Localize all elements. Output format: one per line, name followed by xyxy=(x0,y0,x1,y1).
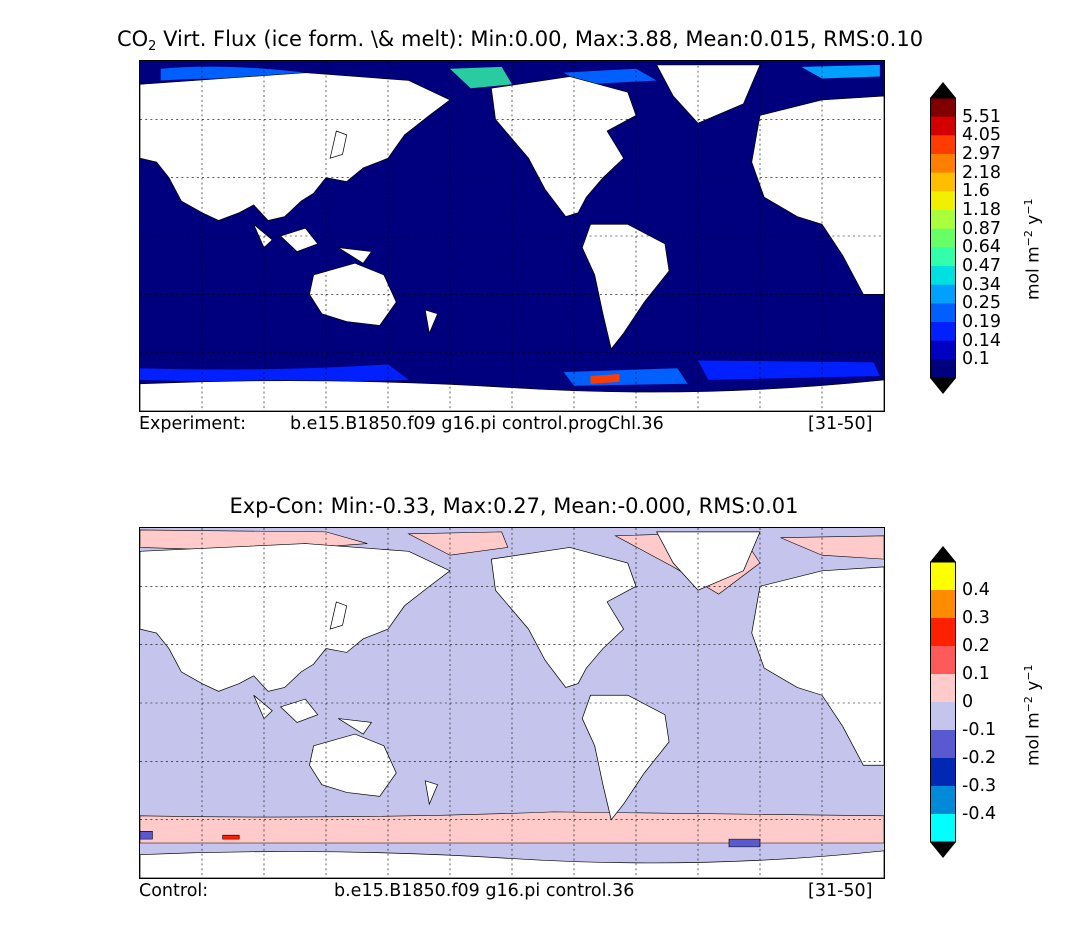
colorbar-segment xyxy=(930,228,956,248)
colorbar-segment xyxy=(930,135,956,155)
colorbar-segment xyxy=(930,322,956,342)
colorbar-tick-label: 0.19 xyxy=(962,312,1001,332)
greenland xyxy=(656,64,761,124)
colorbar-segment xyxy=(930,154,956,174)
colorbar-tick-label: 5.51 xyxy=(962,106,1001,127)
colorbar-segment xyxy=(930,562,956,591)
colorbar-extend-min xyxy=(930,842,956,858)
colorbar-segment xyxy=(930,618,956,647)
colorbar-segment xyxy=(930,646,956,675)
colorbar-tick-label: 0.14 xyxy=(962,330,1001,351)
africa-europe xyxy=(751,95,884,295)
bottom-footer-label: Control: xyxy=(139,881,209,901)
japan xyxy=(329,130,348,159)
eurasia xyxy=(140,72,451,221)
colorbar-tick-label: 1.6 xyxy=(962,181,990,202)
bottom-footer-case: b.e15.B1850.f09 g16.pi control.36 xyxy=(334,881,635,901)
colorbar-extend-max xyxy=(930,546,956,562)
north-america xyxy=(490,547,637,688)
colorbar-segment xyxy=(930,247,956,267)
japan xyxy=(329,601,348,630)
new-guinea xyxy=(338,247,373,264)
top-map xyxy=(139,60,885,412)
colorbar-tick-label: 0.4 xyxy=(962,580,990,600)
colorbar-tick-label: 4.05 xyxy=(962,125,1001,146)
colorbar-segment xyxy=(930,674,956,703)
colorbar-tick-label: -0.1 xyxy=(962,720,997,740)
colorbar-outline xyxy=(930,561,956,843)
bottom-colorbar-unit: mol m−2 y−1 xyxy=(1022,664,1044,766)
colorbar-tick-label: 0.25 xyxy=(962,293,1001,314)
colorbar-segment xyxy=(930,303,956,323)
colorbar-segment xyxy=(930,191,956,211)
colorbar-segment xyxy=(930,590,956,619)
colorbar-segment xyxy=(930,116,956,136)
colorbar-segment xyxy=(930,340,956,360)
colorbar-segment xyxy=(930,359,956,379)
new-zealand xyxy=(424,780,439,806)
colorbar-tick-label: 2.97 xyxy=(962,144,1001,164)
colorbar-tick-label: 1.18 xyxy=(962,200,1001,220)
colorbar-segment xyxy=(930,284,956,304)
colorbar-tick-label: 0.1 xyxy=(962,664,990,684)
colorbar-tick-label: 0.64 xyxy=(962,237,1001,258)
bottom-map-title: Exp-Con: Min:-0.33, Max:0.27, Mean:-0.00… xyxy=(229,494,799,518)
continents xyxy=(140,531,884,878)
antarctic-shelf-highlight xyxy=(140,360,880,386)
top-footer-case: b.e15.B1850.f09 g16.pi control.progChl.3… xyxy=(290,414,664,434)
colorbar-tick-label: 0.87 xyxy=(962,218,1001,239)
new-guinea xyxy=(338,718,373,735)
colorbar-tick-label: 0 xyxy=(962,692,974,712)
graticule xyxy=(140,528,884,878)
colorbar-tick-label: 0.2 xyxy=(962,636,990,656)
colorbar-tick-label: -0.4 xyxy=(962,804,997,824)
colorbar-segment xyxy=(930,702,956,731)
colorbar-outline xyxy=(930,97,956,379)
colorbar-extend-max xyxy=(930,82,956,98)
colorbar-segment xyxy=(930,786,956,815)
south-america xyxy=(581,223,670,350)
colorbar-segment xyxy=(930,730,956,759)
colorbar-segment xyxy=(930,98,956,118)
bottom-colorbar xyxy=(930,546,956,858)
top_panel-colorbar-svg xyxy=(930,82,956,394)
new-zealand xyxy=(424,309,439,335)
top-colorbar xyxy=(930,82,956,394)
colorbar-tick-label: 0.3 xyxy=(962,608,990,628)
colorbar-segment xyxy=(930,758,956,787)
colorbar-tick-label: -0.2 xyxy=(962,748,997,768)
colorbar-tick-label: 0.47 xyxy=(962,256,1001,276)
top-footer-label: Experiment: xyxy=(139,414,247,434)
colorbar-tick-label: -0.3 xyxy=(962,776,997,796)
greenland xyxy=(656,531,761,591)
colorbar-segment xyxy=(930,814,956,843)
eurasia xyxy=(140,543,451,692)
bottom-footer-years: [31-50] xyxy=(808,881,873,901)
top-map-title: CO2 Virt. Flux (ice form. \& melt): Min:… xyxy=(116,27,924,54)
bottom_panel-colorbar-svg xyxy=(930,546,956,858)
colorbar-extend-min xyxy=(930,378,956,394)
colorbar-tick-label: 2.18 xyxy=(962,162,1001,183)
north-america xyxy=(490,76,637,217)
south-america xyxy=(581,694,670,821)
borneo-sumatra xyxy=(253,694,319,723)
colorbar-tick-label: 0.34 xyxy=(962,274,1001,295)
colorbar-tick-label: 0.1 xyxy=(962,349,990,370)
australia xyxy=(309,733,397,797)
colorbar-segment xyxy=(930,172,956,192)
colorbar-segment xyxy=(930,266,956,286)
colorbar-segment xyxy=(930,210,956,230)
graticule xyxy=(140,61,884,411)
top-footer-years: [31-50] xyxy=(808,414,873,434)
top-colorbar-unit: mol m−2 y−1 xyxy=(1022,198,1044,300)
top-map-svg xyxy=(140,61,884,411)
bottom-map xyxy=(139,527,885,879)
bottom-map-svg xyxy=(140,528,884,878)
